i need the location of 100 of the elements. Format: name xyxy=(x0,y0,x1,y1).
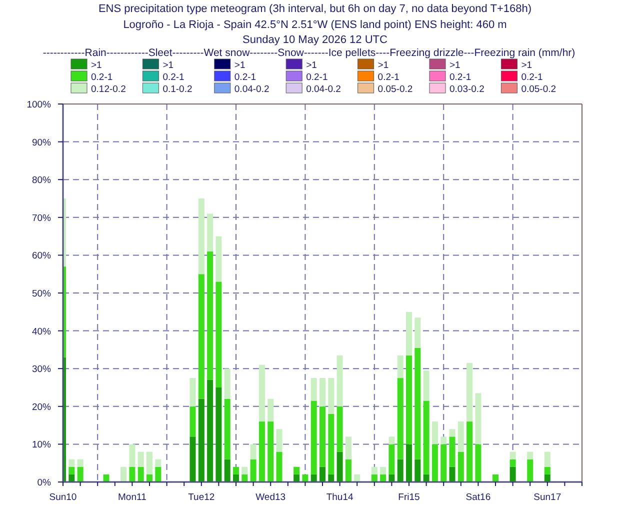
bar xyxy=(423,370,430,401)
bar xyxy=(406,444,412,482)
x-tick-label: Wed13 xyxy=(256,492,286,503)
bar xyxy=(345,436,352,460)
bar xyxy=(458,452,464,482)
bar xyxy=(406,355,412,444)
bar xyxy=(138,466,144,482)
legend-label: 0.2-1 xyxy=(378,72,400,83)
bar xyxy=(397,355,404,378)
bar xyxy=(294,474,300,482)
x-tick-label: Sun17 xyxy=(534,492,562,503)
bar xyxy=(224,398,230,460)
bar xyxy=(492,474,498,482)
bar xyxy=(242,466,248,474)
bar xyxy=(276,452,282,482)
legend-label: 0.2-1 xyxy=(450,72,472,83)
legend-label: >1 xyxy=(521,60,532,71)
bar xyxy=(207,214,214,252)
y-tick-label: 0% xyxy=(37,478,52,488)
bar xyxy=(250,444,256,460)
legend-label: 0.12-0.2 xyxy=(91,84,126,95)
x-tick-label: Thu14 xyxy=(326,492,354,503)
bar xyxy=(207,380,214,482)
bar xyxy=(328,414,334,474)
legend-label: 0.2-1 xyxy=(521,72,543,83)
bar xyxy=(198,198,204,274)
bar xyxy=(224,368,230,399)
bar xyxy=(380,466,386,474)
bar xyxy=(268,398,274,422)
bar xyxy=(68,474,75,482)
legend-label: 0.04-0.2 xyxy=(306,84,341,95)
bar xyxy=(354,474,360,482)
bar xyxy=(129,444,136,467)
bar xyxy=(336,355,343,406)
x-tick-label: Fri15 xyxy=(398,492,420,503)
bar xyxy=(544,466,550,474)
legend-label: 0.1-0.2 xyxy=(162,84,192,95)
bar xyxy=(320,406,326,467)
bar xyxy=(423,400,430,474)
bar xyxy=(242,474,248,482)
bar xyxy=(414,318,421,348)
bar xyxy=(388,436,395,444)
y-tick-label: 80% xyxy=(32,175,52,186)
legend-label: >1 xyxy=(91,60,102,71)
bar xyxy=(440,436,447,444)
bar xyxy=(129,466,136,482)
bar xyxy=(328,378,334,414)
bar xyxy=(302,474,308,482)
bar xyxy=(310,474,317,482)
y-tick-label: 50% xyxy=(32,288,52,300)
bar xyxy=(423,474,430,482)
bar xyxy=(414,459,421,482)
bar xyxy=(388,474,395,482)
chart-title: ENS precipitation type meteogram (3h interval, but 6h on day 7, no data beyond T+168h) xyxy=(98,3,532,15)
legend-title: ------------Rain------------Sleet---------Wet snow--------Snow-------Ice pellets----Freezing drizzle---Freezing rain (mm/hr) xyxy=(42,47,576,59)
bar xyxy=(294,466,300,474)
bar xyxy=(310,400,317,474)
bar xyxy=(320,466,326,482)
bar xyxy=(449,466,456,482)
legend-label: 0.2-1 xyxy=(162,72,184,83)
bar xyxy=(371,466,378,474)
legend-label: 0.05-0.2 xyxy=(378,84,413,95)
chart-subtitle: Logroño - La Rioja - Spain 42.5°N 2.51°W (ENS land point) ENS height: 460 m Sunday 10 May 2026 12 UTC xyxy=(123,19,507,46)
y-tick-label: 60% xyxy=(32,250,52,262)
y-tick-label: 20% xyxy=(32,402,52,413)
x-tick-label: Tue12 xyxy=(188,492,215,503)
bar xyxy=(138,452,144,467)
bar xyxy=(233,474,239,482)
x-tick-label: Mon11 xyxy=(118,492,146,503)
bar xyxy=(77,466,84,482)
legend-label: 0.2-1 xyxy=(234,72,256,83)
x-tick-label: Sat16 xyxy=(466,492,491,503)
bar xyxy=(320,378,326,406)
bar xyxy=(146,474,152,482)
bar xyxy=(216,388,222,482)
bar xyxy=(68,459,75,467)
bar xyxy=(510,459,516,467)
bar xyxy=(268,422,274,482)
legend-label: 0.2-1 xyxy=(91,72,113,83)
y-tick-label: 90% xyxy=(32,137,52,148)
bar xyxy=(345,459,352,482)
legend-label: 0.03-0.2 xyxy=(450,84,484,95)
bar xyxy=(216,236,222,282)
bar xyxy=(276,429,282,452)
bar xyxy=(414,348,421,460)
bar xyxy=(155,466,162,482)
bar xyxy=(380,474,386,482)
bar xyxy=(544,474,550,482)
bar xyxy=(233,466,239,474)
legend-label: >1 xyxy=(234,60,246,71)
bar xyxy=(397,378,404,460)
legend-label: >1 xyxy=(162,60,174,71)
bar xyxy=(207,251,214,380)
legend-label: 0.05-0.2 xyxy=(521,84,556,95)
bar xyxy=(388,444,395,474)
bar xyxy=(544,452,550,467)
bar xyxy=(224,459,230,482)
bar xyxy=(475,444,482,482)
bar xyxy=(258,364,265,422)
y-tick-label: 30% xyxy=(32,364,52,376)
